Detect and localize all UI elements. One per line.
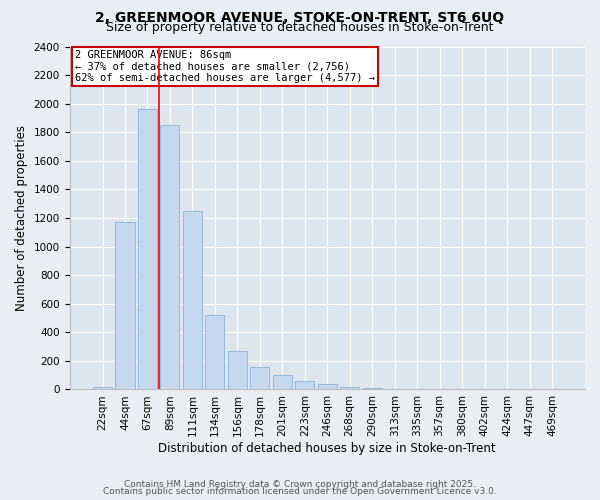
- Bar: [205, 315, 224, 390]
- Bar: [183, 211, 202, 390]
- Bar: [385, 388, 404, 390]
- Bar: [93, 388, 112, 390]
- Bar: [295, 381, 314, 390]
- Text: Size of property relative to detached houses in Stoke-on-Trent: Size of property relative to detached ho…: [106, 21, 494, 34]
- X-axis label: Distribution of detached houses by size in Stoke-on-Trent: Distribution of detached houses by size …: [158, 442, 496, 455]
- Y-axis label: Number of detached properties: Number of detached properties: [15, 125, 28, 311]
- Bar: [115, 222, 134, 390]
- Bar: [228, 351, 247, 390]
- Bar: [318, 384, 337, 390]
- Text: Contains public sector information licensed under the Open Government Licence v3: Contains public sector information licen…: [103, 487, 497, 496]
- Text: 2 GREENMOOR AVENUE: 86sqm
← 37% of detached houses are smaller (2,756)
62% of se: 2 GREENMOOR AVENUE: 86sqm ← 37% of detac…: [74, 50, 374, 83]
- Bar: [273, 375, 292, 390]
- Bar: [250, 368, 269, 390]
- Text: Contains HM Land Registry data © Crown copyright and database right 2025.: Contains HM Land Registry data © Crown c…: [124, 480, 476, 489]
- Bar: [138, 110, 157, 390]
- Text: 2, GREENMOOR AVENUE, STOKE-ON-TRENT, ST6 6UQ: 2, GREENMOOR AVENUE, STOKE-ON-TRENT, ST6…: [95, 11, 505, 25]
- Bar: [160, 125, 179, 390]
- Bar: [362, 388, 382, 390]
- Bar: [340, 386, 359, 390]
